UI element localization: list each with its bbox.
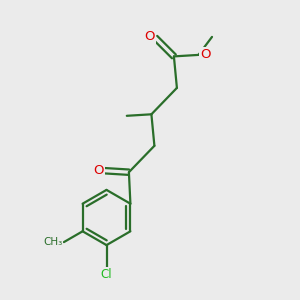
Text: O: O (145, 30, 155, 43)
Text: CH₃: CH₃ (43, 237, 62, 247)
Text: O: O (94, 164, 104, 177)
Text: Cl: Cl (101, 268, 112, 281)
Text: O: O (200, 48, 211, 62)
